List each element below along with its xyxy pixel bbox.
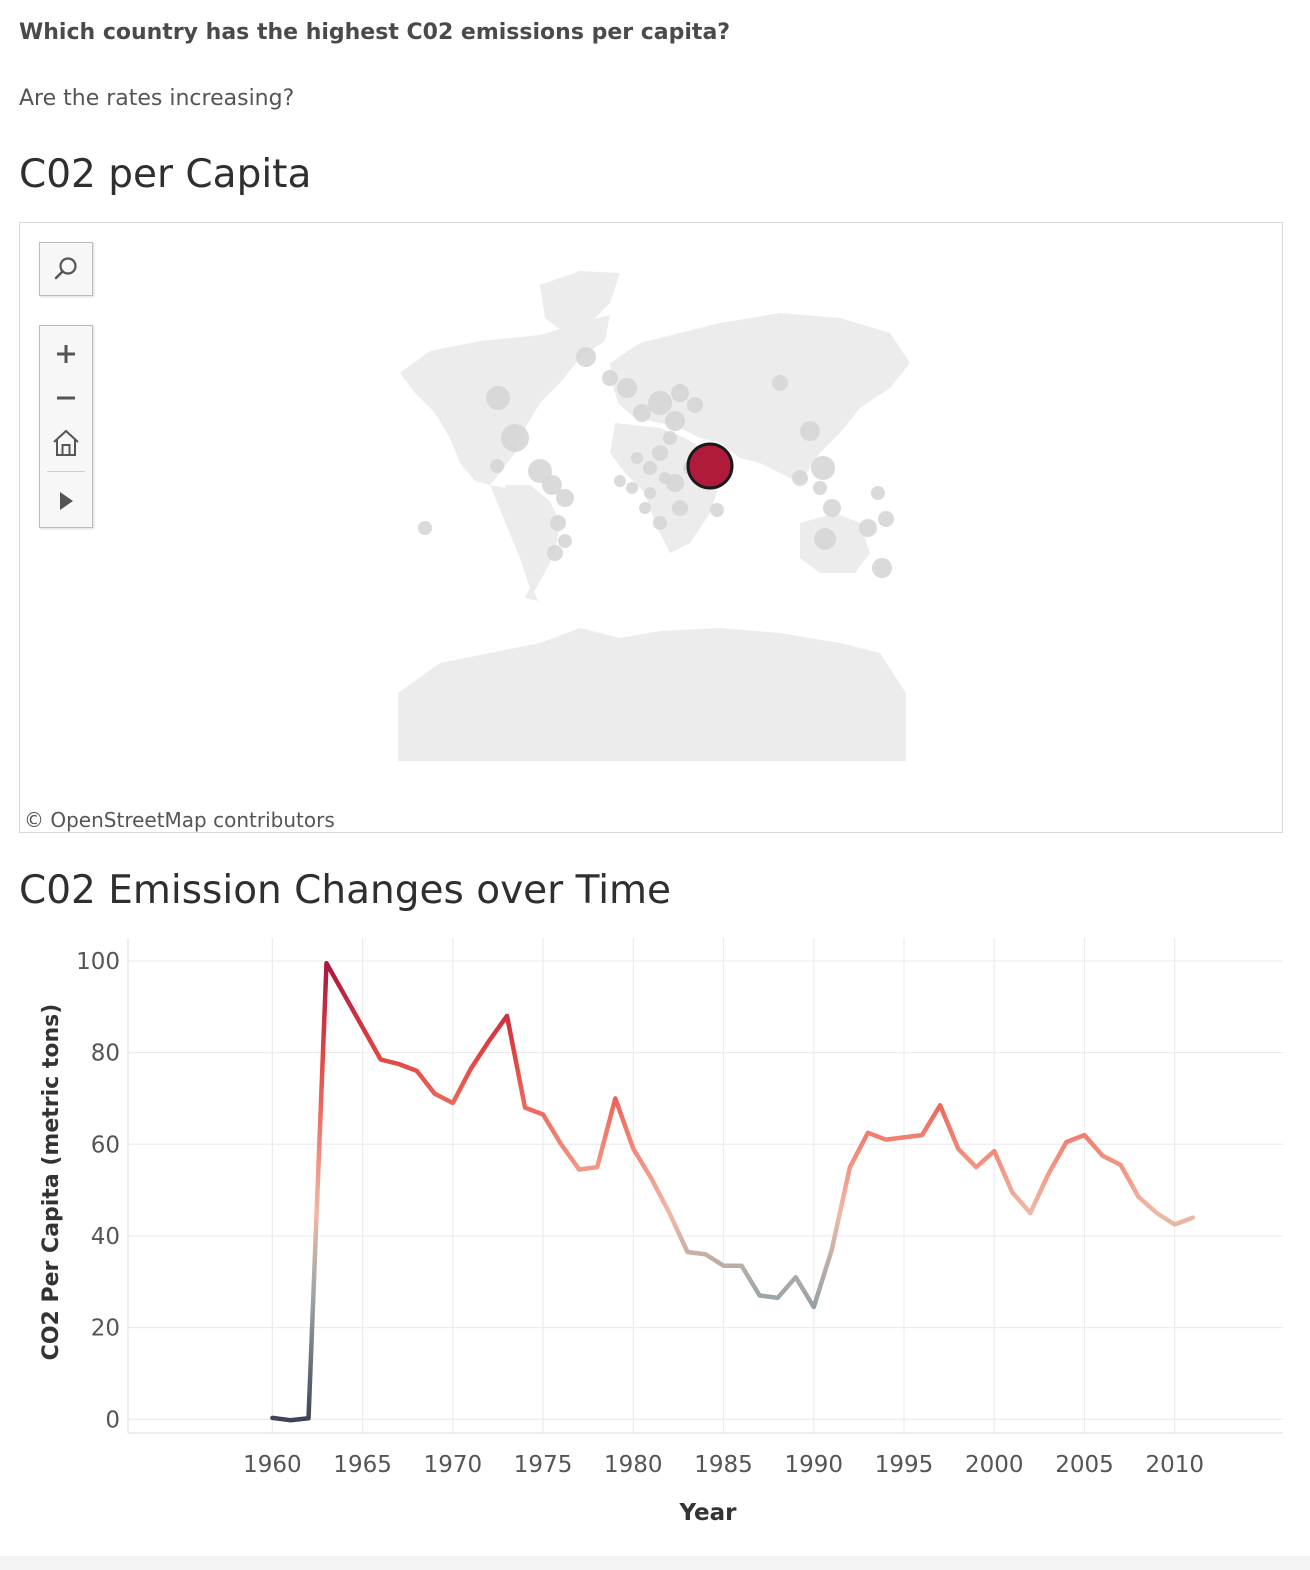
country-bubble <box>710 503 724 517</box>
land-shape <box>398 628 906 761</box>
map-attribution[interactable]: © OpenStreetMap contributors <box>22 808 337 832</box>
y-tick-label: 40 <box>91 1224 120 1250</box>
land-shape <box>540 271 620 333</box>
country-bubble <box>614 475 626 487</box>
country-bubble <box>556 489 574 507</box>
y-tick-label: 80 <box>91 1041 120 1067</box>
country-bubble <box>617 378 637 398</box>
x-tick-label: 1980 <box>604 1452 663 1478</box>
x-tick-label: 1970 <box>424 1452 483 1478</box>
country-bubbles <box>418 347 894 578</box>
chart-grid <box>127 938 1283 1434</box>
map-title: C02 per Capita <box>19 152 312 197</box>
country-bubble <box>800 421 820 441</box>
zoom-in-icon <box>57 345 75 363</box>
world-map[interactable] <box>20 223 1283 833</box>
search-icon <box>54 257 77 280</box>
country-bubble <box>811 456 835 480</box>
country-bubble <box>643 461 657 475</box>
country-bubble <box>490 459 504 473</box>
x-axis-label: Year <box>678 1500 737 1526</box>
country-bubble <box>644 487 656 499</box>
y-tick-label: 0 <box>105 1407 120 1433</box>
country-bubble <box>671 384 689 402</box>
country-bubble <box>814 528 836 550</box>
x-tick-label: 1965 <box>333 1452 392 1478</box>
country-bubble <box>626 482 638 494</box>
country-bubble <box>792 470 808 486</box>
country-bubble <box>501 424 529 452</box>
x-axis-ticks: 1960 1965 1970 1975 1980 1985 1990 1995 2000 2005… <box>243 1452 1204 1478</box>
country-bubble <box>639 502 651 514</box>
x-tick-label: 2000 <box>965 1452 1024 1478</box>
country-bubble <box>418 521 432 535</box>
y-axis-ticks: 0 20 40 60 80 100 <box>76 949 120 1433</box>
play-icon <box>60 492 73 510</box>
y-axis-label: CO2 Per Capita (metric tons) <box>39 1004 64 1361</box>
zoom-in-button[interactable] <box>40 332 92 376</box>
country-bubble <box>859 519 877 537</box>
country-bubble <box>813 481 827 495</box>
x-tick-label: 2010 <box>1145 1452 1204 1478</box>
map-search-button[interactable] <box>39 242 93 296</box>
country-bubble <box>663 431 677 445</box>
play-button[interactable] <box>40 476 92 526</box>
country-bubble <box>542 475 562 495</box>
land-shapes <box>398 271 910 761</box>
y-tick-label: 20 <box>91 1316 120 1342</box>
country-bubble <box>672 500 688 516</box>
series-line <box>270 960 1196 1423</box>
country-bubble <box>878 511 894 527</box>
footer-strip <box>0 1556 1310 1570</box>
x-tick-label: 1985 <box>694 1452 753 1478</box>
zoom-out-icon <box>57 396 75 400</box>
country-bubble <box>547 545 563 561</box>
x-tick-label: 1960 <box>243 1452 302 1478</box>
x-tick-label: 2005 <box>1055 1452 1114 1478</box>
country-bubble <box>648 391 672 415</box>
country-bubble <box>665 411 685 431</box>
home-button[interactable] <box>40 420 92 466</box>
country-bubble <box>772 375 788 391</box>
country-bubble <box>872 558 892 578</box>
question-rates-increasing: Are the rates increasing? <box>19 86 295 111</box>
x-tick-label: 1995 <box>875 1452 934 1478</box>
country-bubble <box>486 386 510 410</box>
country-bubble <box>652 445 668 461</box>
country-bubble <box>576 347 596 367</box>
x-tick-label: 1975 <box>514 1452 573 1478</box>
x-tick-label: 1990 <box>785 1452 844 1478</box>
zoom-out-button[interactable] <box>40 376 92 420</box>
question-highest-emissions: Which country has the highest C02 emissi… <box>19 20 731 45</box>
country-bubble <box>871 486 885 500</box>
land-shape <box>505 485 560 595</box>
y-tick-label: 100 <box>76 949 120 975</box>
country-bubble <box>633 404 651 422</box>
map-zoom-controls <box>39 325 93 528</box>
home-icon <box>53 429 79 456</box>
country-bubble <box>823 499 841 517</box>
series-path <box>270 960 1196 1423</box>
country-bubble <box>550 515 566 531</box>
map-panel[interactable]: © OpenStreetMap contributors <box>19 222 1283 833</box>
country-bubble <box>602 370 618 386</box>
country-bubble <box>631 452 643 464</box>
country-bubble <box>659 472 671 484</box>
land-shape <box>610 313 910 483</box>
highlighted-country-bubble[interactable] <box>686 442 734 490</box>
country-bubble <box>687 397 703 413</box>
chart-title: C02 Emission Changes over Time <box>19 868 672 913</box>
y-tick-label: 60 <box>91 1132 120 1158</box>
country-bubble <box>558 534 572 548</box>
country-bubble <box>653 516 667 530</box>
